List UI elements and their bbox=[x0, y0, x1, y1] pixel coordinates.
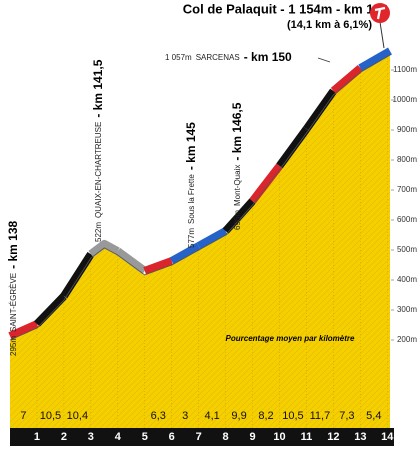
annotation-altitude: 696m bbox=[233, 210, 242, 230]
annotation-place: SARCENAS bbox=[196, 53, 240, 62]
x-tick-label: 8 bbox=[223, 431, 229, 443]
annotation-km: - km 141,5 bbox=[91, 59, 105, 117]
x-tick-label: 5 bbox=[142, 431, 148, 443]
x-tick-label: 1 bbox=[34, 431, 40, 443]
annotation-km: - km 146,5 bbox=[230, 102, 244, 160]
gradient-label: 7,3 bbox=[339, 410, 354, 422]
gradient-ribbon bbox=[143, 257, 174, 275]
profile-outline bbox=[9, 54, 391, 341]
annotation-km: - km 150 bbox=[244, 50, 292, 64]
annotation-place: QUAIX-EN-CHARTREUSE bbox=[94, 122, 103, 218]
gradient-label: 5,4 bbox=[366, 410, 381, 422]
gradient-ribbon bbox=[303, 88, 337, 132]
gradient-label: 7 bbox=[20, 410, 26, 422]
x-tick-label: 10 bbox=[273, 431, 285, 443]
gradient-ribbon bbox=[222, 198, 256, 234]
x-tick-label: 14 bbox=[381, 431, 394, 443]
leader bbox=[317, 57, 331, 63]
gradient-label: 4,1 bbox=[204, 410, 219, 422]
y-tick-label: 400m bbox=[397, 275, 417, 284]
x-tick-label: 9 bbox=[249, 431, 255, 443]
annotation: 696m Mont-Quaix - km 146,5 bbox=[230, 102, 244, 230]
summit-marker bbox=[370, 3, 390, 49]
gradient-ribbon bbox=[330, 65, 363, 94]
y-tick-label: 500m bbox=[397, 245, 417, 254]
chart-title: Col de Palaquit - 1 154m - km 152 bbox=[183, 1, 388, 16]
x-tick-label: 7 bbox=[196, 431, 202, 443]
x-tick-label: 6 bbox=[169, 431, 175, 443]
gradient-ribbon bbox=[249, 163, 283, 204]
y-tick-label: 700m bbox=[397, 185, 417, 194]
gradient-ribbon bbox=[169, 242, 201, 265]
gradient-label: 9,9 bbox=[231, 410, 246, 422]
annotation-km: - km 145 bbox=[184, 122, 198, 170]
gradient-label: 8,2 bbox=[258, 410, 273, 422]
gradient-ribbon bbox=[60, 251, 95, 299]
gradient-label: 3 bbox=[182, 410, 188, 422]
annotation-place: Mont-Quaix bbox=[233, 165, 242, 206]
gradient-label: 10,5 bbox=[40, 410, 61, 422]
gradient-ribbon bbox=[88, 239, 120, 258]
gradient-label: 10,4 bbox=[67, 410, 88, 422]
y-tick-label: 600m bbox=[397, 215, 417, 224]
x-tick-label: 11 bbox=[301, 431, 313, 443]
y-tick-label: 200m bbox=[397, 335, 417, 344]
annotation: 577m Sous la Frette - km 145 bbox=[184, 122, 198, 248]
gradient-ribbon bbox=[8, 320, 39, 340]
km-bar bbox=[10, 428, 394, 446]
annotation-altitude: 522m bbox=[94, 222, 103, 242]
x-tick-label: 13 bbox=[354, 431, 366, 443]
gradient-label: 6,3 bbox=[151, 410, 166, 422]
annotation-altitude: 1 057m bbox=[165, 53, 192, 62]
chart-subtitle: (14,1 km à 6,1%) bbox=[287, 19, 372, 31]
annotation: 295m SAINT-ÉGRÈVE - km 138 bbox=[6, 221, 20, 356]
gradient-ribbon bbox=[196, 227, 228, 250]
y-tick-label: 900m bbox=[397, 125, 417, 134]
annotation-km: - km 138 bbox=[6, 221, 20, 269]
x-tick-label: 3 bbox=[88, 431, 94, 443]
y-tick-label: 800m bbox=[397, 155, 417, 164]
x-tick-label: 12 bbox=[327, 431, 339, 443]
annotation: 522m QUAIX-EN-CHARTREUSE - km 141,5 bbox=[91, 59, 105, 242]
x-tick-label: 4 bbox=[115, 431, 122, 443]
gradient-ribbon bbox=[358, 47, 392, 72]
gradient-label: 10,5 bbox=[282, 410, 303, 422]
gradient-title: Pourcentage moyen par kilomètre bbox=[226, 334, 355, 343]
x-tick-label: 2 bbox=[61, 431, 67, 443]
annotation-altitude: 577m bbox=[187, 228, 196, 248]
profile-hatch bbox=[10, 55, 390, 428]
gradient-label: 11,7 bbox=[310, 410, 331, 422]
gradient-ribbon bbox=[34, 293, 67, 327]
annotation-place: Sous la Frette bbox=[187, 174, 196, 224]
annotation-altitude: 295m bbox=[9, 336, 18, 356]
y-tick-label: 1100m bbox=[393, 65, 417, 74]
annotation-place: SAINT-ÉGRÈVE bbox=[9, 273, 18, 332]
gradient-ribbon bbox=[115, 247, 148, 275]
y-tick-label: 300m bbox=[397, 305, 417, 314]
gradient-ribbon bbox=[276, 126, 310, 169]
y-tick-label: 1000m bbox=[393, 95, 418, 104]
annotation: 1 057m SARCENAS - km 150 bbox=[165, 50, 292, 64]
